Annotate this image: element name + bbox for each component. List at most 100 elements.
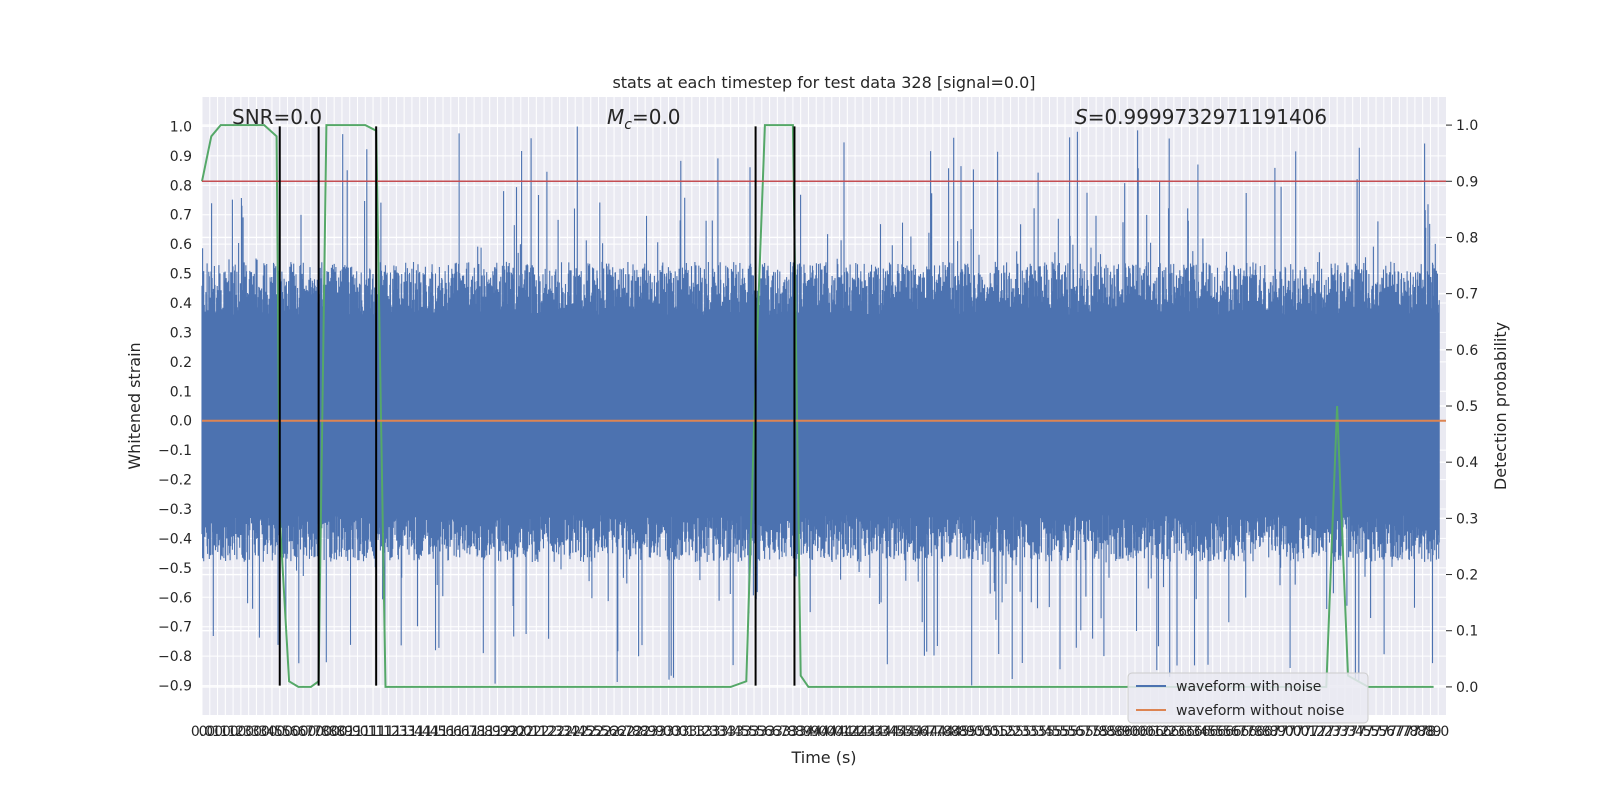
x-tick-label: 2.5 xyxy=(580,724,602,740)
x-tick-label: 0.1 xyxy=(206,724,228,740)
x-tick-label: 4.3 xyxy=(852,724,874,740)
x-tick-label: 1.4 xyxy=(416,724,438,740)
x-tick-label: 3.0 xyxy=(665,724,687,740)
y-tick-label: 0.9 xyxy=(170,149,192,165)
x-tick-label: 6.0 xyxy=(1124,724,1146,740)
x-tick-label: 7.9 xyxy=(1419,724,1441,740)
x-tick-label: 6.3 xyxy=(1163,724,1185,740)
x-tick-label: 0.3 xyxy=(238,724,260,740)
x-tick-label: 4.5 xyxy=(883,724,905,740)
score-value: =0.9999732971191406 xyxy=(1088,105,1327,129)
y-tick-label: 1.0 xyxy=(170,119,192,135)
x-tick-label: 5.7 xyxy=(1069,724,1091,740)
x-tick-label: 4.7 xyxy=(922,724,944,740)
x-tick-label: 5.3 xyxy=(1023,724,1045,740)
x-tick-label: 3.8 xyxy=(774,724,796,740)
y-tick-label: −0.2 xyxy=(158,473,192,489)
x-tick-label: 6.3 xyxy=(1171,724,1193,740)
x-tick-label: 5.3 xyxy=(1007,724,1029,740)
x-tick-label: 6.5 xyxy=(1209,724,1231,740)
x-tick-label: 6.7 xyxy=(1225,724,1247,740)
x-tick-label: 3.6 xyxy=(751,724,773,740)
x-tick-label: 1.0 xyxy=(346,724,368,740)
y-tick-label: −0.4 xyxy=(158,531,192,547)
x-tick-label: 3.9 xyxy=(797,724,819,740)
x-tick-label: 0.3 xyxy=(245,724,267,740)
x-tick-label: 2.6 xyxy=(595,724,617,740)
y-tick-label: 0.0 xyxy=(170,414,192,430)
x-tick-label: 1.4 xyxy=(409,724,431,740)
x-tick-label: 3.2 xyxy=(688,724,710,740)
x-tick-label: 6.8 xyxy=(1240,724,1262,740)
y-tick-label: −0.3 xyxy=(158,502,192,518)
legend-box xyxy=(1127,672,1369,724)
x-tick-label: 7.7 xyxy=(1388,724,1410,740)
x-tick-label: 5.2 xyxy=(999,724,1021,740)
x-tick-label: 2.1 xyxy=(517,724,539,740)
x-tick-label: 5.0 xyxy=(961,724,983,740)
x-tick-label: 2.4 xyxy=(556,724,578,740)
x-tick-label: 1.9 xyxy=(486,724,508,740)
y-tick-label: −0.7 xyxy=(158,620,192,636)
x-tick-label: 7.8 xyxy=(1396,724,1418,740)
x-tick-label: 5.0 xyxy=(968,724,990,740)
x-tick-label: 4.5 xyxy=(898,724,920,740)
x-tick-label: 3.4 xyxy=(712,724,734,740)
x-tick-label: 4.5 xyxy=(891,724,913,740)
x-tick-label: 0.7 xyxy=(300,724,322,740)
y-tick-label: 0.6 xyxy=(170,237,192,253)
right-y-axis-label: Detection probability xyxy=(1491,322,1510,490)
x-tick-label: 3.5 xyxy=(727,724,749,740)
x-tick-label: 5.8 xyxy=(1085,724,1107,740)
x-tick-label: 2.7 xyxy=(611,724,633,740)
x-tick-label: 1.1 xyxy=(370,724,392,740)
y-tick-label: 0.8 xyxy=(170,178,192,194)
x-tick-label: 3.9 xyxy=(790,724,812,740)
x-tick-label: 6.9 xyxy=(1264,724,1286,740)
x-tick-label: 4.8 xyxy=(945,724,967,740)
x-tick-label: 7.5 xyxy=(1349,724,1371,740)
chirp-mass-annotation: Mc=0.0 xyxy=(607,105,681,133)
x-tick-label: 1.7 xyxy=(455,724,477,740)
x-tick-label: 4.0 xyxy=(805,724,827,740)
x-tick-label: 3.5 xyxy=(735,724,757,740)
x-tick-label: 4.1 xyxy=(828,724,850,740)
x-tick-label: 3.6 xyxy=(758,724,780,740)
y-tick-label: −0.5 xyxy=(158,561,192,577)
x-tick-label: 5.3 xyxy=(1015,724,1037,740)
x-tick-label: 4.4 xyxy=(875,724,897,740)
chart-title: stats at each timestep for test data 328… xyxy=(612,73,1035,92)
x-tick-label: 6.5 xyxy=(1202,724,1224,740)
x-tick-label: 1.6 xyxy=(447,724,469,740)
x-tick-label: 3.3 xyxy=(696,724,718,740)
x-tick-label: 2.3 xyxy=(549,724,571,740)
y-tick-label: 0.4 xyxy=(170,296,192,312)
x-tick-label: 2.0 xyxy=(502,724,524,740)
x-tick-label: 0.8 xyxy=(307,724,329,740)
x-tick-label: 5.9 xyxy=(1108,724,1130,740)
x-tick-label: 5.4 xyxy=(1031,724,1053,740)
snr-annotation: SNR=0.0 xyxy=(232,105,322,129)
x-tick-label: 7.3 xyxy=(1326,724,1348,740)
x-tick-label: 2.9 xyxy=(642,724,664,740)
x-tick-label: 8.0 xyxy=(1427,724,1449,740)
x-tick-label: 7.7 xyxy=(1380,724,1402,740)
y-tick-label: −0.8 xyxy=(158,649,192,665)
x-tick-label: 6.4 xyxy=(1186,724,1208,740)
x-tick-label: 6.1 xyxy=(1139,724,1161,740)
x-tick-label: 6.2 xyxy=(1155,724,1177,740)
x-tick-label: 0.8 xyxy=(315,724,337,740)
right-y-tick-label: 0.5 xyxy=(1456,399,1478,415)
y-tick-label: 0.7 xyxy=(170,208,192,224)
x-tick-label: 6.0 xyxy=(1132,724,1154,740)
x-tick-label: 7.3 xyxy=(1334,724,1356,740)
reference-lines xyxy=(202,126,1446,686)
x-tick-label: 7.0 xyxy=(1279,724,1301,740)
x-tick-label: 0.6 xyxy=(284,724,306,740)
x-tick-label: 0.1 xyxy=(214,724,236,740)
x-tick-label: 1.6 xyxy=(432,724,454,740)
x-tick-label: 0.1 xyxy=(199,724,221,740)
x-tick-label: 0.5 xyxy=(269,724,291,740)
x-tick-label: 0.6 xyxy=(276,724,298,740)
x-tick-label: 2.4 xyxy=(564,724,586,740)
